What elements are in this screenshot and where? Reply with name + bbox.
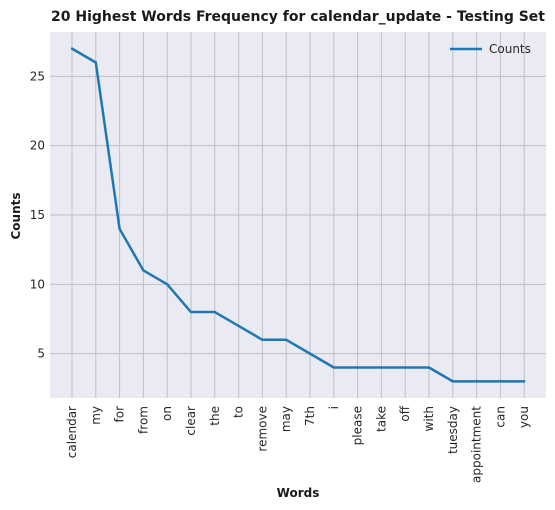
chart-title: 20 Highest Words Frequency for calendar_… bbox=[51, 9, 545, 25]
x-tick-label: for bbox=[113, 406, 127, 423]
x-tick-label: can bbox=[493, 406, 507, 428]
data-point bbox=[190, 311, 192, 313]
y-tick-label: 5 bbox=[37, 347, 45, 361]
data-point bbox=[452, 380, 454, 382]
x-tick-label: to bbox=[232, 406, 246, 418]
x-tick-label: 7th bbox=[303, 406, 317, 426]
x-axis-ticks: calendar my for from on clear the to remove may 7t… bbox=[65, 405, 531, 483]
data-point bbox=[309, 352, 311, 354]
data-point bbox=[523, 380, 525, 382]
x-tick-label: please bbox=[351, 406, 365, 445]
x-tick-label: on bbox=[160, 406, 174, 421]
data-point bbox=[404, 366, 406, 368]
data-point bbox=[237, 325, 239, 327]
x-tick-label: you bbox=[517, 406, 531, 428]
data-point bbox=[380, 366, 382, 368]
data-point bbox=[333, 366, 335, 368]
x-tick-label: off bbox=[398, 405, 412, 421]
x-axis-label: Words bbox=[277, 486, 320, 500]
y-tick-label: 10 bbox=[30, 277, 45, 291]
data-point bbox=[166, 283, 168, 285]
y-axis-label: Counts bbox=[9, 192, 23, 239]
x-tick-label: clear bbox=[184, 406, 198, 436]
x-tick-label: i bbox=[327, 406, 341, 409]
data-point bbox=[499, 380, 501, 382]
data-point bbox=[261, 339, 263, 341]
x-tick-label: tuesday bbox=[446, 406, 460, 454]
x-tick-label: the bbox=[208, 406, 222, 426]
data-point bbox=[214, 311, 216, 313]
x-tick-label: calendar bbox=[65, 406, 79, 458]
x-tick-label: appointment bbox=[470, 406, 484, 483]
data-point bbox=[475, 380, 477, 382]
x-tick-label: with bbox=[422, 406, 436, 431]
data-point bbox=[428, 366, 430, 368]
x-tick-label: may bbox=[279, 406, 293, 432]
data-point bbox=[142, 269, 144, 271]
legend-label-counts: Counts bbox=[489, 42, 531, 56]
x-tick-label: from bbox=[136, 406, 150, 434]
data-point bbox=[285, 339, 287, 341]
data-point bbox=[356, 366, 358, 368]
y-tick-label: 15 bbox=[30, 208, 45, 222]
y-tick-label: 25 bbox=[30, 69, 45, 83]
y-tick-label: 20 bbox=[30, 139, 45, 153]
x-tick-label: take bbox=[374, 406, 388, 432]
data-point bbox=[95, 61, 97, 63]
x-tick-label: my bbox=[89, 406, 103, 425]
data-point bbox=[71, 47, 73, 49]
y-axis-ticks: 5 10 15 20 25 bbox=[30, 69, 45, 360]
x-tick-label: remove bbox=[255, 406, 269, 452]
data-point bbox=[118, 228, 120, 230]
